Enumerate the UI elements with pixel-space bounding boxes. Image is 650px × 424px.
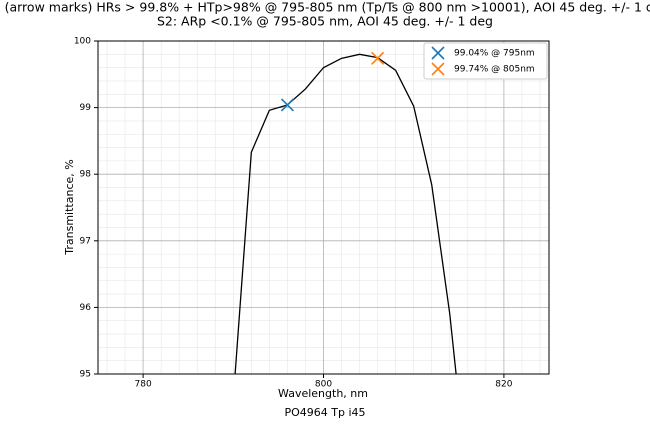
plot-frame xyxy=(97,40,550,375)
y-tick-label: 100 xyxy=(74,37,91,47)
legend-swatch xyxy=(431,62,445,76)
y-tick-label: 95 xyxy=(80,370,91,380)
x-tick-label: 780 xyxy=(135,380,152,390)
x-tick-label: 800 xyxy=(315,380,332,390)
legend-swatch xyxy=(431,46,445,60)
y-tick-label: 97 xyxy=(80,236,91,246)
legend-label: 99.74% @ 805nm xyxy=(454,65,535,75)
curve xyxy=(234,53,457,375)
marker xyxy=(280,98,294,112)
y-tick-label: 98 xyxy=(80,170,92,180)
footer-note: PO4964 Tp i45 xyxy=(284,406,365,419)
y-tick-label: 96 xyxy=(80,303,92,313)
legend-label: 99.04% @ 795nm xyxy=(454,49,535,59)
legend-box xyxy=(423,42,548,80)
x-tick-label: 820 xyxy=(495,380,512,390)
chart-subtitle: S2: ARp <0.1% @ 795-805 nm, AOI 45 deg. … xyxy=(157,14,493,29)
chart-title: S1: (arrow marks) HRs > 99.8% + HTp>98% … xyxy=(0,0,650,15)
x-axis-label: Wavelength, nm xyxy=(278,387,368,400)
y-axis-label: Transmittance, % xyxy=(63,159,76,255)
y-tick-label: 99 xyxy=(80,103,92,113)
marker xyxy=(371,51,385,65)
